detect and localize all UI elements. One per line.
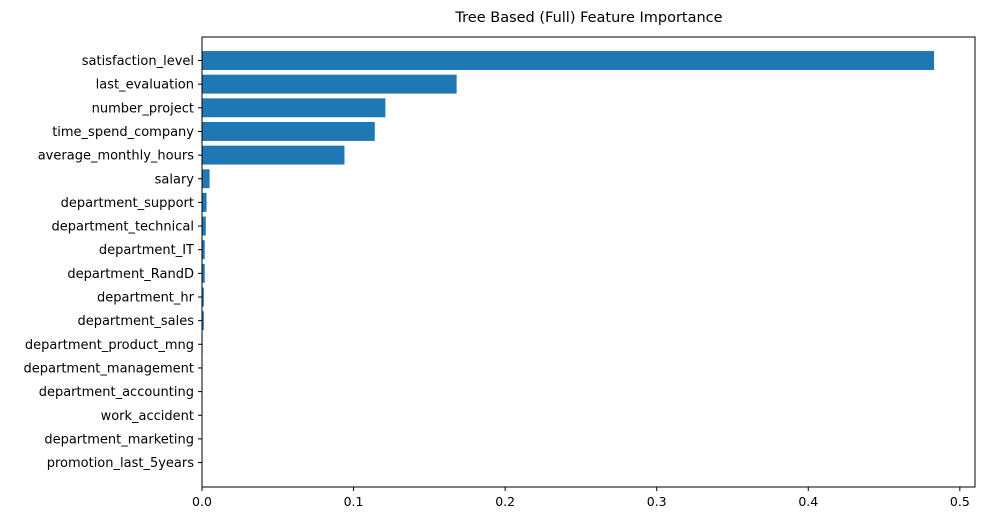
- bar-department-support: [202, 192, 207, 212]
- x-tick-label: 0.2: [495, 494, 515, 509]
- y-tick-label: department_management: [24, 361, 195, 376]
- y-tick-label: department_product_mng: [25, 338, 194, 353]
- x-tick-label: 0.1: [344, 494, 364, 509]
- bar-time-spend-company: [202, 121, 375, 141]
- bar-department-randd: [202, 263, 205, 283]
- bar-department-hr: [202, 287, 204, 307]
- bar-satisfaction-level: [202, 51, 935, 70]
- bar-number-project: [202, 98, 386, 118]
- y-tick-label: department_RandD: [67, 267, 194, 282]
- y-tick-label: department_accounting: [39, 385, 194, 400]
- y-tick-label: last_evaluation: [96, 78, 194, 93]
- bar-last-evaluation: [202, 74, 457, 94]
- x-tick-label: 0.5: [950, 494, 970, 509]
- y-tick-label: satisfaction_level: [82, 54, 194, 69]
- plot-frame: [201, 36, 976, 488]
- x-tick-label: 0.0: [192, 494, 212, 509]
- y-tick-label: number_project: [92, 101, 194, 116]
- bar-department-sales: [202, 311, 204, 331]
- y-tick-label: department_sales: [77, 314, 194, 329]
- y-tick-label: department_marketing: [44, 432, 194, 447]
- x-tick-label: 0.3: [647, 494, 667, 509]
- x-tick-label: 0.4: [798, 494, 818, 509]
- bar-department-it: [202, 240, 205, 260]
- y-tick-label: department_IT: [99, 243, 194, 258]
- y-tick-label: department_hr: [97, 291, 195, 306]
- y-tick-label: time_spend_company: [52, 125, 194, 140]
- y-tick-label: department_technical: [52, 220, 194, 235]
- bar-salary: [202, 169, 210, 189]
- y-tick-label: promotion_last_5years: [47, 456, 195, 471]
- y-tick-label: department_support: [61, 196, 194, 211]
- bar-department-technical: [202, 216, 206, 236]
- chart-title: Tree Based (Full) Feature Importance: [454, 10, 722, 26]
- y-tick-label: salary: [155, 172, 195, 187]
- bar-average-monthly-hours: [202, 145, 345, 165]
- y-tick-label: average_monthly_hours: [38, 149, 194, 164]
- y-tick-label: work_accident: [101, 409, 194, 424]
